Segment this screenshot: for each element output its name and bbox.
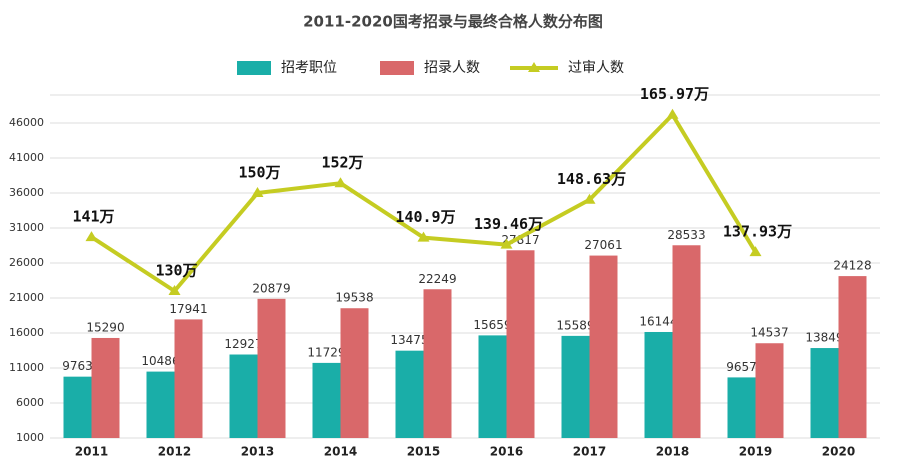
line-marker [251,187,264,197]
x-tick-label: 2019 [739,445,772,459]
bar [91,337,120,438]
bar [838,276,867,438]
line-value-label: 150万 [238,164,280,182]
bar-value-label: 13475 [390,333,428,347]
line-marker [334,177,347,188]
bar [395,350,424,438]
line-value-label: 165.97万 [640,85,709,103]
bar [257,298,286,438]
x-tick-label: 2014 [324,445,357,459]
bar [478,335,507,438]
legend-marker [528,62,540,72]
bar-value-label: 27061 [584,238,622,252]
line-value-label: 139.46万 [474,215,543,233]
line-marker [749,246,762,257]
y-tick-label: 11000 [9,361,44,374]
bar-value-label: 24128 [833,259,871,273]
bar-value-label: 9763 [62,359,93,373]
line-marker [583,193,596,204]
bar [561,335,590,438]
bar [229,354,258,438]
bar-value-label: 10486 [141,354,179,368]
bar [312,362,341,438]
bar [340,308,369,438]
line-value-label: 141万 [72,208,114,226]
y-tick-label: 36000 [9,186,44,199]
bar [589,255,618,438]
bar-value-label: 15659 [473,318,511,332]
bar-value-label: 19538 [335,291,373,305]
bar-value-label: 11729 [307,345,345,359]
x-tick-label: 2017 [573,445,606,459]
legend-swatch [237,61,271,75]
bar [146,371,175,438]
bar-value-label: 22249 [418,272,456,286]
y-tick-label: 46000 [9,116,44,129]
bar [672,245,701,438]
bar-value-label: 15290 [86,320,124,334]
y-tick-label: 16000 [9,326,44,339]
line-marker [85,231,98,242]
line-value-label: 152万 [321,154,363,172]
line-value-label: 148.63万 [557,170,626,188]
bar-value-label: 20879 [252,281,290,295]
chart-title: 2011-2020国考招录与最终合格人数分布图 [303,13,603,31]
bar-value-label: 9657 [726,360,757,374]
bar [644,331,673,438]
bar-value-label: 12927 [224,337,262,351]
bar-value-label: 17941 [169,302,207,316]
y-tick-label: 41000 [9,151,44,164]
line-marker [666,108,679,119]
bar-value-label: 14537 [750,326,788,340]
legend-label: 招录人数 [424,60,480,76]
x-tick-label: 2018 [656,445,689,459]
bar-value-label: 28533 [667,228,705,242]
x-tick-label: 2020 [822,445,855,459]
bar [423,289,452,438]
x-tick-label: 2013 [241,445,274,459]
bar [810,348,839,438]
bar [63,376,92,438]
legend-swatch [380,61,414,75]
x-tick-label: 2016 [490,445,523,459]
line-marker [500,238,513,249]
y-tick-label: 6000 [16,396,44,409]
y-tick-label: 21000 [9,291,44,304]
x-tick-label: 2012 [158,445,191,459]
x-tick-label: 2015 [407,445,440,459]
line-value-label: 140.9万 [395,208,455,226]
line-marker [168,285,181,295]
y-tick-label: 26000 [9,256,44,269]
bar [755,343,784,438]
bar [174,319,203,438]
y-tick-label: 1000 [16,431,44,444]
line-value-label: 130万 [155,262,197,280]
bar-value-label: 16144 [639,314,677,328]
line-marker [417,231,430,242]
line-value-label: 137.93万 [723,223,792,241]
bar [506,250,535,438]
bar [727,377,756,438]
legend-label: 招考职位 [281,60,337,76]
legend-label: 过审人数 [568,60,624,76]
bar-value-label: 13849 [805,331,843,345]
x-tick-label: 2011 [75,445,108,459]
bar-value-label: 15589 [556,318,594,332]
y-tick-label: 31000 [9,221,44,234]
